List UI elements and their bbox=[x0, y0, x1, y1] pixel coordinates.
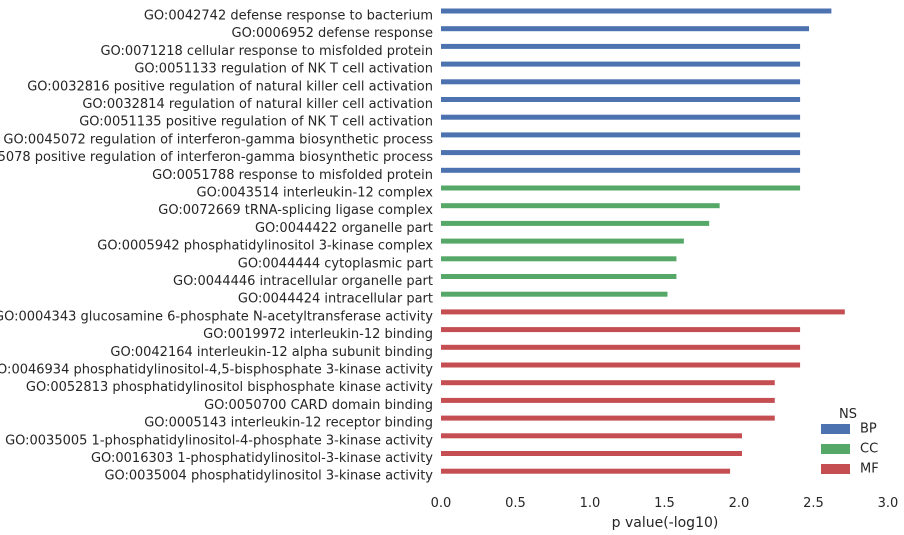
bar-cc bbox=[441, 274, 677, 279]
legend: NS BP CC MF bbox=[821, 407, 879, 477]
legend-label-mf: MF bbox=[860, 462, 879, 477]
bar-group bbox=[441, 8, 845, 474]
bar-mf bbox=[441, 380, 775, 386]
x-tick-labels: 0.0 0.5 1.0 1.5 2.0 2.5 3.0 bbox=[431, 496, 899, 511]
bar-mf bbox=[441, 309, 845, 315]
category-label: GO:0051135 positive regulation of NK T c… bbox=[79, 115, 433, 130]
bar-cc bbox=[441, 203, 720, 209]
category-label: GO:0045072 regulation of interferon-gamm… bbox=[3, 132, 433, 147]
bar-mf bbox=[441, 362, 801, 368]
category-label: GO:0044422 organelle part bbox=[255, 221, 433, 236]
category-label: GO:0071218 cellular response to misfolde… bbox=[100, 44, 433, 59]
category-label: GO:0051133 regulation of NK T cell activ… bbox=[134, 62, 433, 77]
legend-swatch-mf bbox=[821, 464, 850, 474]
category-label: GO:0035005 1-phosphatidylinositol-4-phos… bbox=[5, 433, 433, 448]
bar-bp bbox=[441, 150, 801, 156]
bar-bp bbox=[441, 97, 801, 102]
x-tick-label: 0.5 bbox=[505, 496, 526, 511]
bar-mf bbox=[441, 344, 801, 350]
legend-label-bp: BP bbox=[860, 422, 877, 437]
category-label: GO:0005942 phosphatidylinositol 3-kinase… bbox=[97, 239, 433, 254]
x-axis-label: p value(-log10) bbox=[612, 515, 719, 531]
bar-cc bbox=[441, 256, 677, 262]
bar-cc bbox=[441, 185, 801, 191]
category-label: GO:0035004 phosphatidylinositol 3-kinase… bbox=[104, 469, 433, 484]
legend-title: NS bbox=[839, 407, 857, 422]
x-tick-label: 3.0 bbox=[878, 496, 899, 511]
bar-mf bbox=[441, 327, 801, 333]
category-label: GO:0044424 intracellular part bbox=[238, 292, 433, 307]
bar-bp bbox=[441, 8, 832, 14]
category-label: GO:0042742 defense response to bacterium bbox=[144, 9, 433, 24]
category-labels: GO:0042742 defense response to bacterium… bbox=[0, 9, 433, 484]
bar-mf bbox=[441, 451, 742, 456]
bar-bp bbox=[441, 167, 801, 173]
legend-swatch-cc bbox=[821, 444, 850, 454]
bar-bp bbox=[441, 114, 801, 120]
category-label: GO:0051788 response to misfolded protein bbox=[152, 168, 433, 183]
x-tick-label: 2.0 bbox=[729, 496, 750, 511]
bar-mf bbox=[441, 468, 731, 474]
category-label: GO:0046934 phosphatidylinositol-4,5-bisp… bbox=[0, 363, 433, 378]
category-label: GO:0072669 tRNA-splicing ligase complex bbox=[158, 203, 433, 218]
category-label: GO:0050700 CARD domain binding bbox=[204, 398, 433, 413]
bar-bp bbox=[441, 61, 801, 67]
category-label: GO:0042164 interleukin-12 alpha subunit … bbox=[110, 345, 433, 360]
category-label: GO:0032816 positive regulation of natura… bbox=[27, 79, 433, 94]
legend-label-cc: CC bbox=[860, 442, 878, 457]
bar-bp bbox=[441, 79, 801, 85]
x-tick-label: 1.0 bbox=[580, 496, 601, 511]
category-label: GO:0032814 regulation of natural killer … bbox=[82, 97, 433, 112]
x-tick-label: 1.5 bbox=[654, 496, 675, 511]
bar-cc bbox=[441, 291, 668, 297]
category-label: GO:0016303 1-phosphatidylinositol-3-kina… bbox=[91, 451, 433, 466]
legend-swatch-bp bbox=[821, 424, 850, 434]
category-label: GO:0004343 glucosamine 6-phosphate N-ace… bbox=[0, 309, 433, 324]
bar-bp bbox=[441, 26, 810, 32]
category-label: GO:0045078 positive regulation of interf… bbox=[0, 150, 433, 165]
category-label: GO:0043514 interleukin-12 complex bbox=[197, 186, 434, 201]
category-label: GO:0044446 intracellular organelle part bbox=[173, 274, 433, 289]
category-label: GO:0005143 interleukin-12 receptor bindi… bbox=[144, 416, 433, 431]
bar-cc bbox=[441, 220, 710, 226]
x-tick-label: 0.0 bbox=[431, 496, 452, 511]
bar-bp bbox=[441, 43, 801, 49]
bar-mf bbox=[441, 397, 775, 403]
bar-mf bbox=[441, 433, 742, 439]
bar-cc bbox=[441, 238, 684, 244]
bar-bp bbox=[441, 132, 801, 138]
category-label: GO:0052813 phosphatidylinositol bisphosp… bbox=[26, 380, 433, 395]
x-tick-label: 2.5 bbox=[803, 496, 824, 511]
category-label: GO:0044444 cytoplasmic part bbox=[238, 256, 433, 271]
category-label: GO:0019972 interleukin-12 binding bbox=[203, 327, 433, 342]
bar-mf bbox=[441, 415, 775, 421]
category-label: GO:0006952 defense response bbox=[232, 26, 434, 41]
